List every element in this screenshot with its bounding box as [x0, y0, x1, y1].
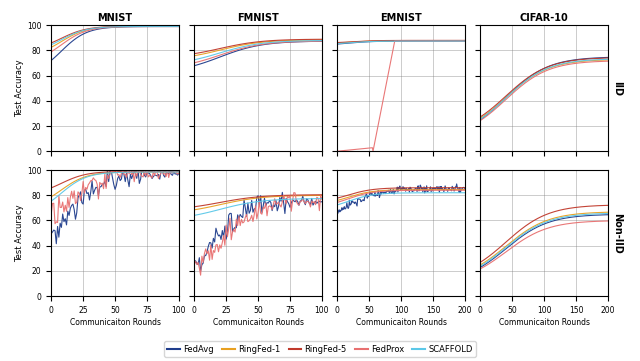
- X-axis label: Communicaiton Rounds: Communicaiton Rounds: [212, 318, 303, 326]
- Title: EMNIST: EMNIST: [380, 13, 422, 23]
- Title: FMNIST: FMNIST: [237, 13, 279, 23]
- Legend: FedAvg, RingFed-1, RingFed-5, FedProx, SCAFFOLD: FedAvg, RingFed-1, RingFed-5, FedProx, S…: [164, 341, 476, 357]
- Text: IID: IID: [612, 81, 622, 96]
- X-axis label: Communicaiton Rounds: Communicaiton Rounds: [70, 318, 161, 326]
- Text: Non-IID: Non-IID: [612, 213, 622, 253]
- X-axis label: Communicaiton Rounds: Communicaiton Rounds: [499, 318, 589, 326]
- Y-axis label: Test Accuracy: Test Accuracy: [15, 204, 24, 262]
- Title: CIFAR-10: CIFAR-10: [520, 13, 568, 23]
- Y-axis label: Test Accuracy: Test Accuracy: [15, 60, 24, 117]
- Title: MNIST: MNIST: [97, 13, 132, 23]
- X-axis label: Communicaiton Rounds: Communicaiton Rounds: [356, 318, 447, 326]
